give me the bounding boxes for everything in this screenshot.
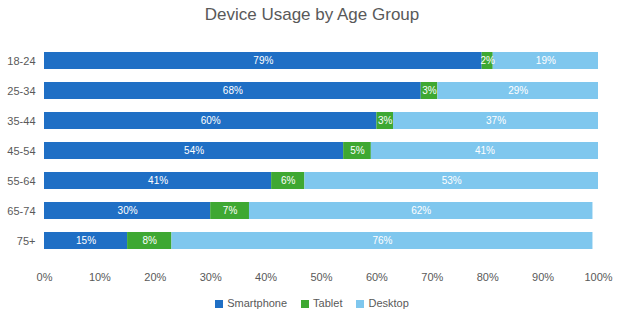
svg-text:45-54: 45-54 <box>7 145 35 157</box>
svg-text:8%: 8% <box>143 235 158 246</box>
svg-text:10%: 10% <box>89 271 111 283</box>
html-text:Device Usage by Age Group: Device Usage by Age Group <box>204 5 420 24</box>
svg-text:30%: 30% <box>118 205 138 216</box>
svg-text:41%: 41% <box>148 175 168 186</box>
svg-text:76%: 76% <box>372 235 392 246</box>
svg-text:100%: 100% <box>584 271 612 283</box>
svg-text:53%: 53% <box>442 175 462 186</box>
svg-text:30%: 30% <box>200 271 222 283</box>
svg-text:37%: 37% <box>486 115 506 126</box>
svg-text:20%: 20% <box>144 271 166 283</box>
svg-text:68%: 68% <box>223 85 243 96</box>
html-text:Smartphone: Smartphone <box>227 296 288 309</box>
svg-text:19%: 19% <box>536 55 556 66</box>
svg-text:41%: 41% <box>475 145 495 156</box>
svg-text:35-44: 35-44 <box>7 115 35 127</box>
svg-text:15%: 15% <box>76 235 96 246</box>
svg-text:70%: 70% <box>421 271 443 283</box>
svg-text:2%: 2% <box>480 55 495 66</box>
svg-text:0%: 0% <box>37 271 53 283</box>
svg-text:29%: 29% <box>508 85 528 96</box>
svg-text:50%: 50% <box>310 271 332 283</box>
svg-text:3%: 3% <box>378 115 393 126</box>
svg-text:18-24: 18-24 <box>7 55 35 67</box>
svg-text:75+: 75+ <box>17 235 36 247</box>
svg-text:55-64: 55-64 <box>7 175 35 187</box>
html-text:Desktop: Desktop <box>368 296 409 309</box>
svg-text:7%: 7% <box>223 205 238 216</box>
svg-text:60%: 60% <box>201 115 221 126</box>
svg-text:25-34: 25-34 <box>7 85 35 97</box>
html-text:Tablet: Tablet <box>313 296 343 309</box>
svg-text:80%: 80% <box>477 271 499 283</box>
svg-text:40%: 40% <box>255 271 277 283</box>
svg-text:62%: 62% <box>411 205 431 216</box>
svg-text:79%: 79% <box>253 55 273 66</box>
svg-text:3%: 3% <box>422 85 437 96</box>
svg-text:90%: 90% <box>532 271 554 283</box>
svg-text:6%: 6% <box>281 175 296 186</box>
svg-text:54%: 54% <box>184 145 204 156</box>
svg-text:60%: 60% <box>366 271 388 283</box>
svg-text:5%: 5% <box>350 145 365 156</box>
svg-text:65-74: 65-74 <box>7 205 35 217</box>
